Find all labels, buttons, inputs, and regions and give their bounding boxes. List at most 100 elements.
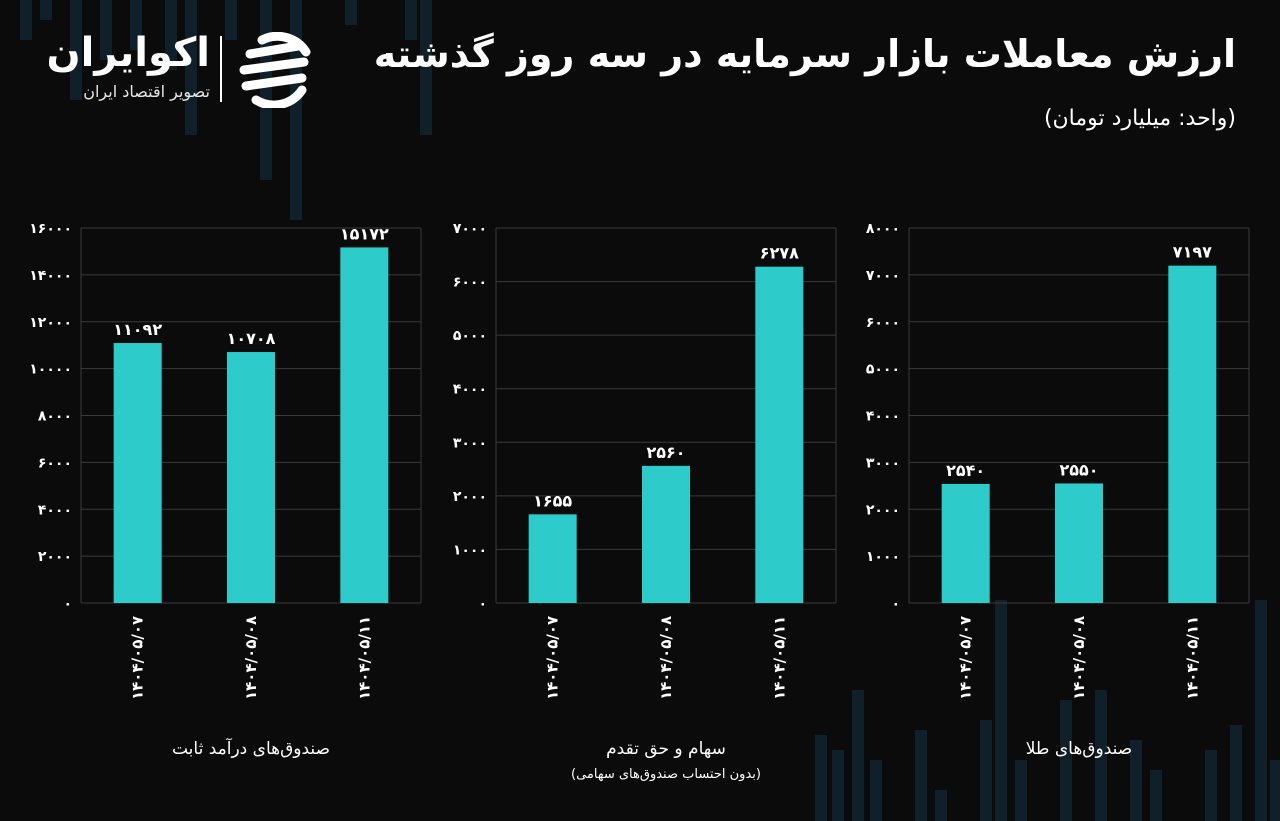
bg-candle	[40, 0, 52, 20]
bar-value-label: ۲۵۶۰	[646, 443, 685, 462]
y-tick-label: ۴۰۰۰	[866, 409, 900, 425]
bar-value-label: ۱۵۱۷۲	[340, 224, 389, 243]
y-tick-label: ۸۰۰۰	[866, 221, 900, 237]
chart-title: صندوق‌های طلا	[1026, 739, 1132, 759]
bg-candle	[915, 730, 927, 821]
bg-candle	[815, 735, 827, 821]
page-title: ارزش معاملات بازار سرمایه در سه روز گذشت…	[373, 32, 1236, 76]
y-tick-label: ۰	[63, 596, 72, 612]
bar	[1055, 483, 1103, 603]
bar	[755, 266, 804, 603]
y-tick-label: ۱۰۰۰	[866, 549, 900, 565]
bg-candle	[185, 0, 197, 135]
bar	[528, 514, 577, 603]
bg-candle	[1230, 725, 1242, 821]
x-tick-label: ۱۴۰۴/۰۵/۰۸	[242, 616, 260, 700]
y-tick-label: ۳۰۰۰	[866, 455, 900, 471]
y-tick-label: ۴۰۰۰	[38, 502, 72, 518]
bar	[227, 352, 275, 603]
bar-chart-2: ۰ ۱۰۰۰ ۲۰۰۰ ۳۰۰۰ ۴۰۰۰ ۵۰۰۰ ۶۰۰۰ ۷۰۰۰ ۱۶۵۵ ۱۴۰۴/۰۵…	[453, 221, 837, 782]
bg-candle	[1270, 760, 1280, 821]
bar-value-label: ۲۵۴۰	[946, 461, 985, 480]
y-tick-label: ۱۰۰۰	[453, 542, 487, 558]
logo-mark-icon	[239, 32, 311, 108]
logo-divider	[220, 36, 222, 102]
y-tick-label: ۰	[891, 596, 900, 612]
bg-candle	[1015, 760, 1027, 821]
bg-candle	[345, 0, 357, 25]
bg-candle	[1255, 600, 1267, 821]
y-tick-label: ۶۰۰۰	[38, 455, 72, 471]
y-tick-label: ۱۴۰۰۰	[29, 268, 72, 284]
bg-candle	[1150, 770, 1162, 821]
bar	[1168, 265, 1217, 603]
y-tick-label: ۲۰۰۰	[38, 549, 72, 565]
bar-value-label: ۶۲۷۸	[760, 244, 799, 263]
bg-candle	[420, 0, 432, 135]
bg-candle	[832, 750, 844, 821]
logo-tagline: تصویر اقتصاد ایران	[83, 82, 210, 101]
bg-candle	[1130, 740, 1142, 821]
y-tick-label: ۴۰۰۰	[453, 382, 487, 398]
bar-value-label: ۱۱۰۹۲	[113, 320, 162, 339]
bar	[642, 465, 690, 603]
bar-value-label: ۱۶۵۵	[533, 491, 572, 510]
bg-candle	[130, 0, 142, 50]
bar	[113, 343, 162, 603]
chart-title: صندوق‌های درآمد ثابت	[172, 737, 330, 759]
bg-candle	[165, 0, 177, 70]
bg-candle	[290, 0, 302, 220]
y-tick-label: ۵۰۰۰	[866, 362, 900, 378]
x-tick-label: ۱۴۰۴/۰۵/۱۱	[355, 616, 373, 700]
y-tick-label: ۰	[478, 596, 487, 612]
bar-chart-3: ۰ ۱۰۰۰ ۲۰۰۰ ۳۰۰۰ ۴۰۰۰ ۵۰۰۰ ۶۰۰۰ ۷۰۰۰ ۸۰۰۰ ۲۵۴۰ ۱۴۰…	[866, 221, 1250, 759]
bg-candle	[852, 690, 864, 821]
x-tick-label: ۱۴۰۴/۰۵/۰۸	[1070, 616, 1088, 700]
bg-candle	[100, 0, 112, 60]
y-tick-label: ۷۰۰۰	[453, 221, 487, 237]
bar-value-label: ۷۱۹۷	[1173, 243, 1212, 262]
x-tick-label: ۱۴۰۴/۰۵/۱۱	[770, 616, 788, 700]
bar	[941, 483, 990, 603]
unit-label: (واحد: میلیارد تومان)	[1043, 106, 1236, 131]
y-tick-label: ۲۰۰۰	[453, 489, 487, 505]
y-tick-label: ۱۰۰۰۰	[29, 362, 72, 378]
x-tick-label: ۱۴۰۴/۰۵/۰۷	[957, 616, 975, 700]
bg-candle	[870, 760, 882, 821]
y-tick-label: ۳۰۰۰	[453, 435, 487, 451]
bg-candle	[70, 0, 82, 100]
y-tick-label: ۸۰۰۰	[38, 409, 72, 425]
x-tick-label: ۱۴۰۴/۰۵/۰۸	[657, 616, 675, 700]
logo-name: اکوایران	[46, 30, 210, 76]
bar-value-label: ۲۵۵۰	[1059, 460, 1098, 479]
bg-candle	[1205, 750, 1217, 821]
bg-candle	[1060, 700, 1072, 821]
bar-value-label: ۱۰۷۰۸	[227, 329, 276, 348]
bg-candle	[260, 0, 272, 180]
bg-candle	[935, 790, 947, 821]
bg-candle	[20, 0, 32, 40]
bg-candle	[980, 720, 992, 821]
y-tick-label: ۶۰۰۰	[866, 315, 900, 331]
y-tick-label: ۲۰۰۰	[866, 502, 900, 518]
chart-subtitle: (بدون احتساب صندوق‌های سهامی)	[571, 767, 761, 782]
x-tick-label: ۱۴۰۴/۰۵/۱۱	[1183, 616, 1201, 700]
x-tick-label: ۱۴۰۴/۰۵/۰۷	[129, 616, 147, 700]
bg-candle	[995, 600, 1007, 821]
bar	[340, 247, 389, 603]
x-tick-label: ۱۴۰۴/۰۵/۰۷	[544, 616, 562, 700]
y-tick-label: ۱۲۰۰۰	[29, 315, 72, 331]
y-tick-label: ۵۰۰۰	[453, 328, 487, 344]
bg-candle	[1095, 690, 1107, 821]
y-tick-label: ۷۰۰۰	[866, 268, 900, 284]
bg-candle	[405, 0, 417, 40]
bg-candle	[225, 0, 237, 40]
y-tick-label: ۱۶۰۰۰	[29, 221, 72, 237]
brand-logo: اکوایران تصویر اقتصاد ایران	[46, 30, 320, 110]
y-tick-label: ۶۰۰۰	[453, 275, 487, 291]
bar-chart-1: ۰ ۲۰۰۰ ۴۰۰۰ ۶۰۰۰ ۸۰۰۰ ۱۰۰۰۰ ۱۲۰۰۰ ۱۴۰۰۰ ۱۶۰۰۰ ۱۱۰…	[29, 221, 422, 759]
chart-title: سهام و حق تقدم	[606, 739, 726, 759]
